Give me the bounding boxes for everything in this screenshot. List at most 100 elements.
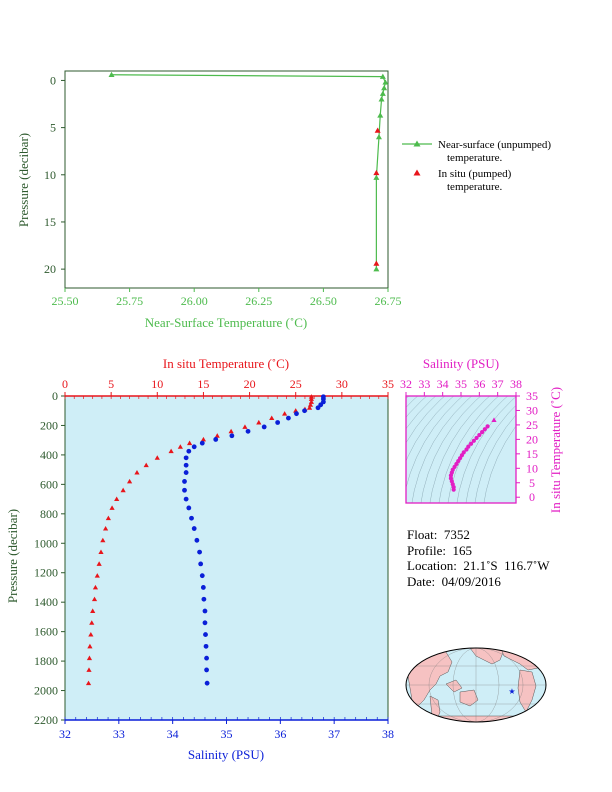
profile-plot-area — [64, 395, 389, 721]
temperature-ticks: 0 5 10 15 20 25 30 35 — [62, 377, 394, 399]
float-id: Float: 7352 — [407, 527, 470, 542]
salinity-point — [203, 632, 208, 637]
salinity-point — [199, 573, 205, 579]
near-surface-chart: 25.50 25.75 26.00 26.25 26.50 26.75 05101520 … — [16, 70, 402, 330]
profile-y-tick-label: 2200 — [34, 713, 58, 727]
near-surface-x-tick-label: 26.50 — [310, 294, 337, 308]
ts-density-contour — [420, 396, 481, 503]
temperature-point — [100, 537, 106, 543]
legend-near-surface-label-1: Near-surface (unpumped) — [438, 139, 551, 151]
salinity-point — [183, 496, 189, 502]
near-surface-legend: Near-surface (unpumped) temperature. In … — [402, 139, 551, 193]
temperature-point — [86, 655, 93, 661]
salinity-point — [275, 420, 281, 425]
in-situ-point — [374, 127, 381, 133]
temperature-point — [307, 402, 314, 407]
ts-y-tick-label: 15 — [526, 447, 538, 461]
salinity-point — [182, 487, 187, 493]
temperature-point — [98, 549, 104, 555]
salinity-point — [183, 470, 189, 475]
near-surface-y-ticks: 0 5 10 15 20 — [44, 73, 65, 276]
temperature-point — [306, 405, 313, 410]
salinity-tick-label: 36 — [274, 727, 286, 741]
near-surface-series — [108, 71, 389, 272]
temperature-point — [88, 631, 94, 637]
ts-density-contour — [456, 396, 516, 503]
temperature-point — [85, 680, 92, 686]
temperature-point — [91, 596, 98, 602]
ts-x-tick-label: 37 — [492, 377, 504, 391]
location-map: ★ — [405, 647, 547, 723]
near-surface-x-tick-label: 25.75 — [116, 294, 143, 308]
ts-point — [479, 430, 485, 435]
salinity-point — [294, 411, 299, 417]
profile-date: Date: 04/09/2016 — [407, 573, 501, 589]
near-surface-y-tick-label: 10 — [44, 168, 56, 182]
ts-plot-area — [406, 396, 516, 503]
ts-points — [448, 417, 497, 492]
salinity-point — [204, 680, 210, 686]
ts-x-tick-label: 38 — [510, 377, 522, 391]
ts-y-tick-label: 30 — [526, 403, 538, 417]
profile-y-tick-label: 1400 — [34, 595, 58, 609]
temperature-point — [114, 496, 120, 502]
salinity-point — [194, 537, 200, 543]
ts-y-tick-label: 5 — [529, 476, 535, 490]
near-surface-y-tick-label: 5 — [50, 121, 56, 135]
profile-y-tick-label: 1800 — [34, 654, 58, 668]
ts-y-tick-label: 20 — [526, 432, 538, 446]
salinity-point — [183, 462, 189, 468]
salinity-point — [191, 526, 197, 531]
near-surface-y-tick-label: 20 — [44, 262, 56, 276]
temperature-point — [154, 455, 160, 460]
temperature-point — [96, 561, 102, 566]
temperature-point — [134, 469, 140, 475]
profile-y-ticks: 0 200 400 600 800 1000 1200 1400 1600 1800 2000 220… — [34, 389, 65, 727]
near-surface-x-tick-label: 26.25 — [245, 294, 272, 308]
ts-point — [474, 435, 479, 441]
near-surface-x-axis-label: Near-Surface Temperature (˚C) — [145, 315, 307, 330]
salinity-tick-label: 38 — [382, 727, 394, 741]
salinity-tick-label: 35 — [221, 727, 233, 741]
temperature-point — [94, 573, 100, 578]
temperature-point — [177, 444, 183, 449]
salinity-tick-label: 34 — [167, 727, 179, 741]
near-surface-y-tick-label: 15 — [44, 215, 56, 229]
salinity-point — [213, 437, 219, 442]
salinity-point — [229, 433, 235, 439]
temperature-point — [186, 440, 193, 446]
map-border — [405, 647, 547, 723]
profile-y-tick-label: 200 — [40, 418, 58, 432]
ts-density-contour — [406, 396, 436, 430]
ts-point — [471, 438, 476, 443]
salinity-point — [302, 408, 307, 414]
profile-y-tick-label: 1600 — [34, 625, 58, 639]
salinity-point — [197, 549, 202, 555]
float-info: Float: 7352 Profile: 165 Location: 21.1˚… — [407, 527, 550, 589]
near-surface-point — [381, 84, 388, 91]
temperature-point — [200, 436, 207, 442]
ts-y-tick-label: 35 — [526, 389, 538, 403]
temperature-tick-label: 35 — [382, 377, 394, 391]
near-surface-point — [378, 96, 385, 102]
ts-point — [485, 424, 490, 429]
ts-density-contour — [406, 396, 463, 489]
near-surface-y-tick-label: 0 — [50, 73, 56, 87]
near-surface-plot-frame — [64, 70, 389, 289]
ts-density-contour — [406, 396, 427, 418]
temperature-point — [90, 608, 96, 613]
ts-x-ticks: 32 33 34 35 36 37 38 — [400, 377, 522, 396]
salinity-point — [189, 515, 194, 521]
salinity-profile — [182, 394, 326, 686]
near-surface-point — [108, 71, 115, 78]
salinity-point — [202, 620, 208, 626]
profile-y-axis-label: Pressure (decibar) — [5, 509, 20, 603]
temperature-tick-label: 30 — [336, 377, 348, 391]
near-surface-x-tick-label: 25.50 — [52, 294, 79, 308]
salinity-point — [198, 561, 204, 567]
float-location: Location: 21.1˚S 116.7˚W — [407, 558, 550, 573]
ts-density-contour — [483, 425, 516, 503]
ts-x-tick-label: 32 — [400, 377, 412, 391]
profile-y-tick-label: 0 — [52, 389, 58, 403]
ts-density-contour — [447, 396, 508, 503]
